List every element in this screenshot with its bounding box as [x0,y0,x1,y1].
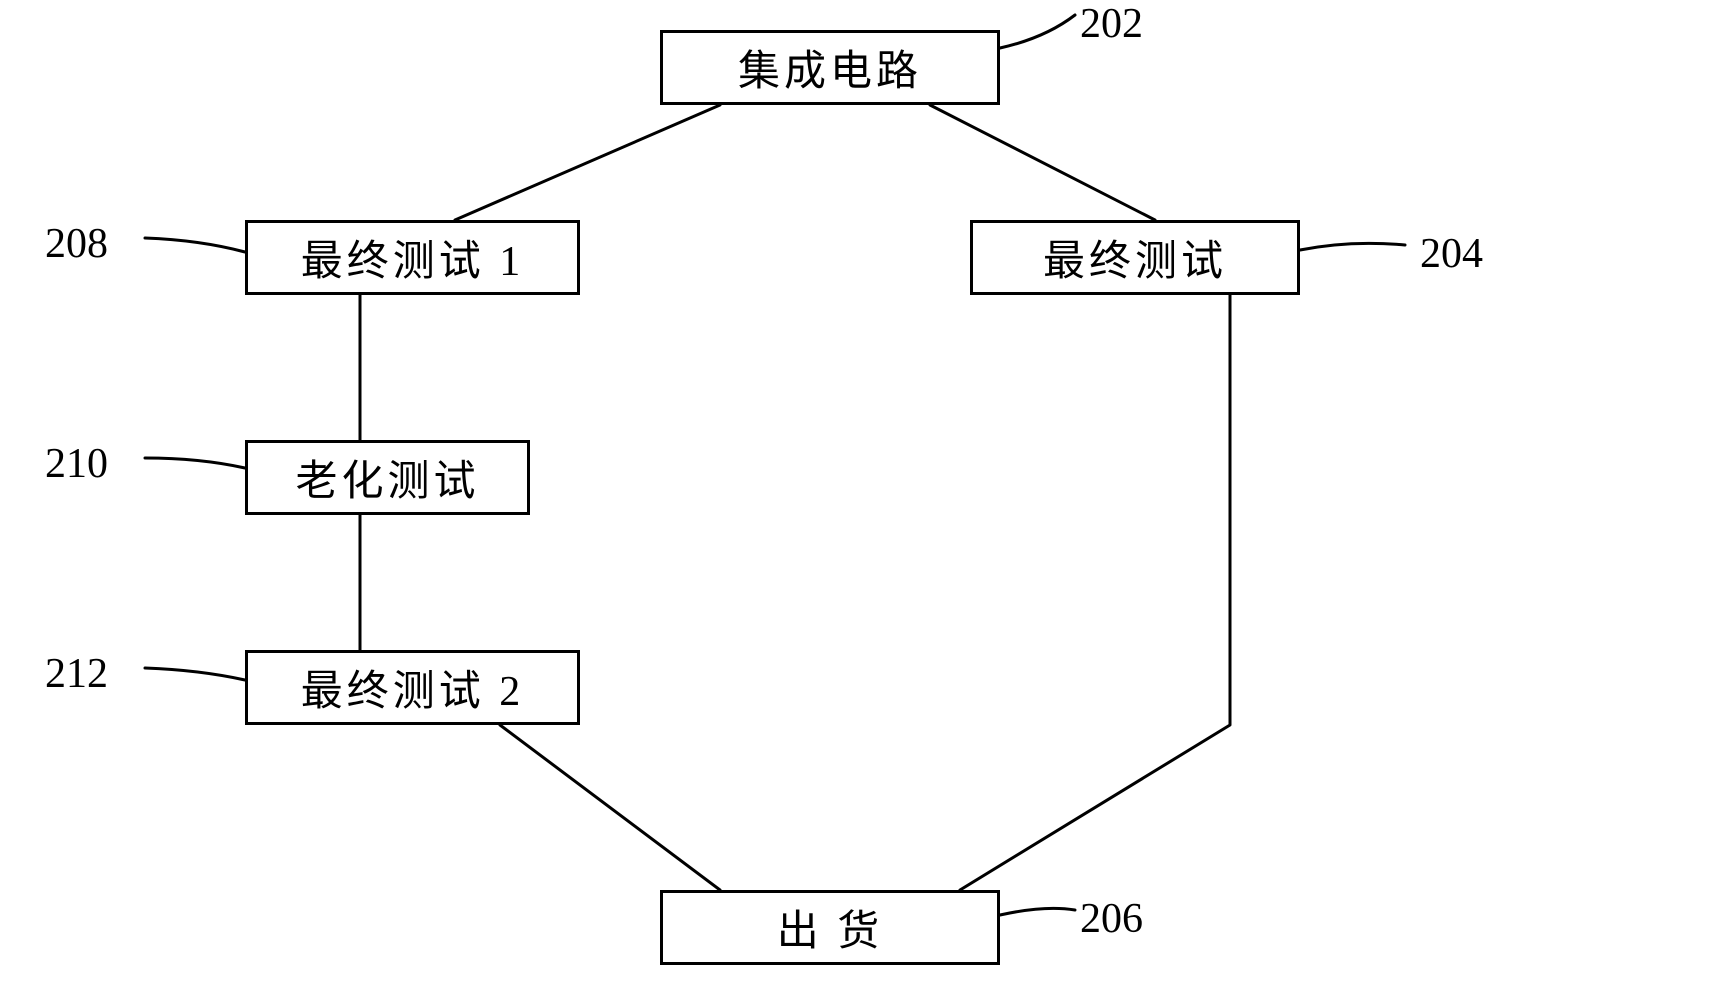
diagram-canvas: 集成电路 最终测试 最终测试 1 老化测试 最终测试 2 出 货 202 204… [0,0,1709,998]
ref-206: 206 [1080,895,1143,943]
ref-202: 202 [1080,0,1143,48]
node-burn-in: 老化测试 [245,440,530,515]
node-final-test: 最终测试 [970,220,1300,295]
node-ship: 出 货 [660,890,1000,965]
ref-204: 204 [1420,230,1483,278]
ref-208: 208 [45,220,108,268]
node-final-test-1: 最终测试 1 [245,220,580,295]
ref-210: 210 [45,440,108,488]
ref-212: 212 [45,650,108,698]
node-ic: 集成电路 [660,30,1000,105]
node-final-test-2: 最终测试 2 [245,650,580,725]
